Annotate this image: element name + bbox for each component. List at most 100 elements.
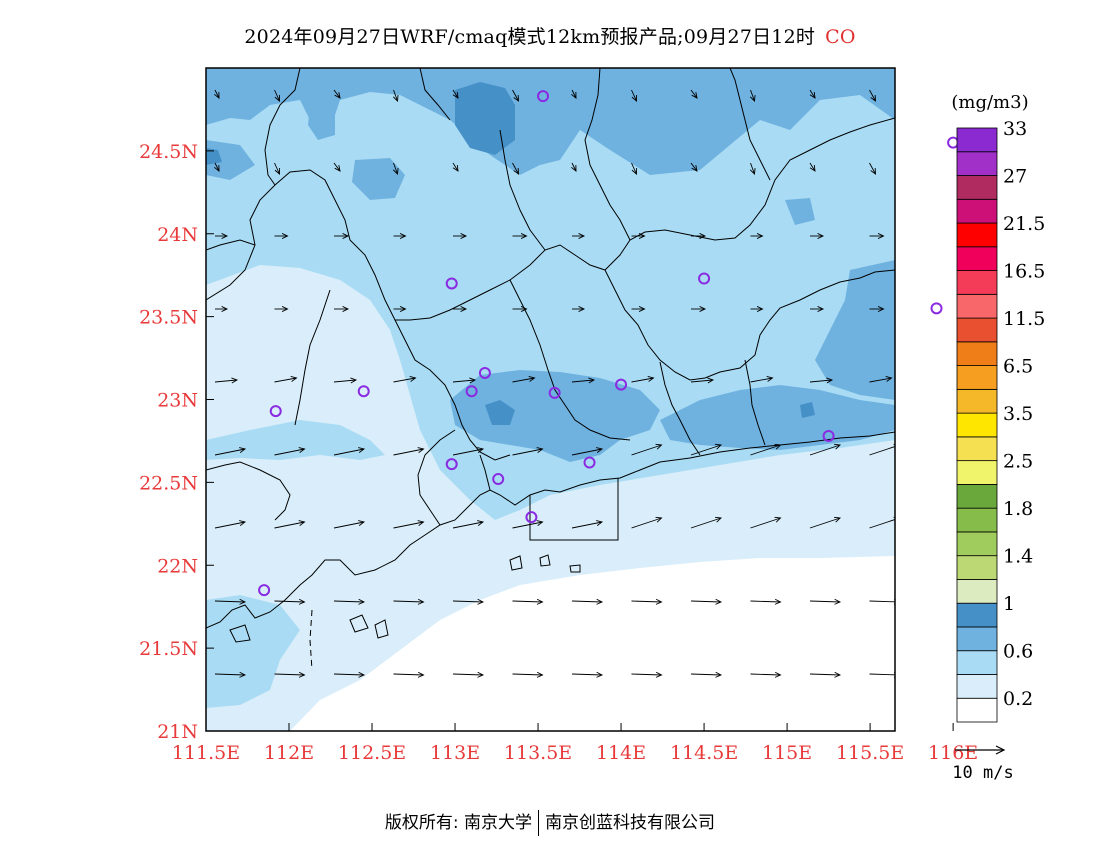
wind-arrow-head	[596, 598, 604, 605]
y-tick-label: 22N	[157, 555, 198, 577]
wind-arrow	[333, 379, 357, 383]
wind-arrow-head	[239, 671, 247, 678]
y-tick-label: 23.5N	[139, 307, 198, 329]
wind-arrow-head	[417, 520, 425, 526]
conc-region-blob-a	[352, 158, 405, 200]
colorbar-label: 0.6	[1003, 641, 1033, 663]
wind-arrow	[631, 444, 662, 456]
colorbar-swatch	[956, 198, 998, 224]
station-marker	[478, 366, 491, 379]
colorbar-swatch	[956, 579, 998, 604]
wind-arrow-head	[655, 598, 663, 605]
wind-arrow-head	[221, 306, 229, 312]
footer-right: 南京创蓝科技有限公司	[545, 813, 716, 833]
station-marker	[583, 456, 596, 469]
title-main: 2024年09月27日WRF/cmaq模式12km预报产品;09月27日12时	[244, 26, 816, 48]
wind-arrow-head	[715, 671, 723, 678]
title-pollutant: CO	[825, 26, 856, 48]
island-1	[349, 614, 369, 633]
wind-arrow-head	[596, 447, 604, 453]
island-3	[229, 624, 251, 643]
wind-arrow	[274, 673, 305, 676]
axes: 111.5E 112E 112.5E 113E 113.5E 114E 114.5E 115E…	[139, 141, 978, 764]
conc-region-blob-b	[308, 105, 335, 140]
station-marker	[357, 385, 370, 398]
colorbar-label: 2.5	[1003, 451, 1033, 473]
x-tick-label: 113E	[430, 742, 480, 764]
y-tick-label: 22.5N	[139, 472, 198, 494]
wind-arrow-head	[691, 92, 698, 99]
wind-arrow-head	[477, 447, 485, 453]
boundary-15	[206, 239, 256, 251]
wind-arrow	[750, 377, 773, 383]
wind-arrow-head	[298, 671, 306, 678]
wind-arrow	[690, 517, 722, 529]
colorbar-swatch	[956, 483, 998, 509]
station-marker	[269, 405, 282, 418]
wind-arrow	[631, 377, 654, 383]
wind-arrow-head	[596, 520, 604, 526]
wind-arrow-head	[452, 91, 459, 99]
colorbar-swatch	[956, 626, 998, 652]
y-tick-label: 23N	[157, 390, 198, 412]
wind-arrow	[690, 379, 714, 383]
colorbar-swatch	[956, 507, 998, 533]
wind-vectors	[214, 89, 895, 678]
wind-arrow-head	[520, 306, 528, 312]
wind-arrow	[571, 521, 603, 529]
station-marker	[258, 584, 271, 597]
wind-arrow	[690, 162, 698, 172]
wind-arrow	[333, 673, 365, 676]
wind-arrow-head	[638, 233, 646, 239]
colorbar-label: 33	[1003, 118, 1027, 140]
boundary-16	[419, 68, 451, 121]
wind-arrow-head	[358, 671, 366, 678]
coastline-main	[206, 431, 895, 629]
y-tick-label: 24N	[157, 224, 198, 246]
wind-arrow	[214, 379, 238, 383]
wind-arrow-head	[281, 306, 289, 312]
wind-arrow-head	[647, 376, 655, 382]
wind-arrow-head	[885, 376, 893, 382]
wind-arrow	[393, 673, 424, 676]
wind-arrow-head	[870, 167, 877, 175]
wind-arrow	[393, 600, 424, 603]
wind-arrow-head	[834, 598, 842, 605]
x-tick-label: 115.5E	[836, 742, 904, 764]
wind-arrow	[452, 162, 459, 172]
wind-arrow	[809, 89, 816, 99]
wind-arrow	[631, 673, 662, 676]
colorbar-swatch	[956, 674, 998, 699]
wind-arrow-head	[469, 377, 477, 384]
concentration-field	[206, 68, 895, 731]
wind-arrow-head	[774, 671, 782, 678]
wind-arrow	[750, 89, 755, 102]
wind-arrow-head	[298, 598, 306, 605]
wind-arrow	[690, 444, 722, 456]
wind-arrow	[809, 517, 841, 529]
wind-arrow	[690, 600, 722, 603]
wind-arrow-head	[513, 94, 520, 102]
wind-arrow	[452, 448, 484, 456]
wind-arrow	[214, 89, 220, 99]
boundary-11	[479, 454, 491, 491]
wind-arrow-head	[392, 94, 399, 102]
chart-title: 2024年09月27日WRF/cmaq模式12km预报产品;09月27日12时 C…	[0, 22, 1100, 49]
wind-arrow	[393, 448, 424, 456]
wind-arrow	[512, 89, 519, 102]
wind-arrow	[333, 521, 365, 529]
wind-arrow-head	[655, 443, 663, 450]
wind-arrow-head	[833, 443, 841, 450]
wind-arrow	[214, 448, 246, 456]
wind-arrow	[452, 521, 484, 529]
wind-arrow	[274, 377, 297, 383]
island-4	[509, 555, 523, 571]
colorbar-label: 16.5	[1003, 261, 1045, 283]
colorbar-swatch	[956, 555, 998, 580]
colorbar-swatch	[956, 270, 998, 295]
wind-arrow-head	[749, 167, 756, 175]
wind-arrow	[750, 673, 781, 676]
wind-arrow	[274, 521, 305, 529]
wind-arrow	[393, 521, 424, 529]
conc-region-east-coast	[660, 385, 895, 450]
